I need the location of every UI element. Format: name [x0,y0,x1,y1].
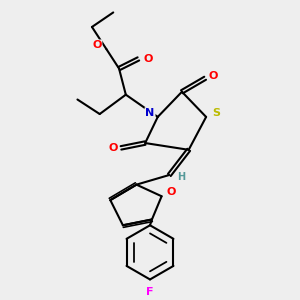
Text: H: H [177,172,185,182]
Text: O: O [109,143,118,153]
Text: O: O [167,188,176,197]
Text: O: O [143,54,153,64]
Text: S: S [212,108,220,118]
Text: F: F [146,287,154,297]
Text: O: O [208,71,218,81]
Text: N: N [146,108,154,118]
Text: O: O [92,40,101,50]
